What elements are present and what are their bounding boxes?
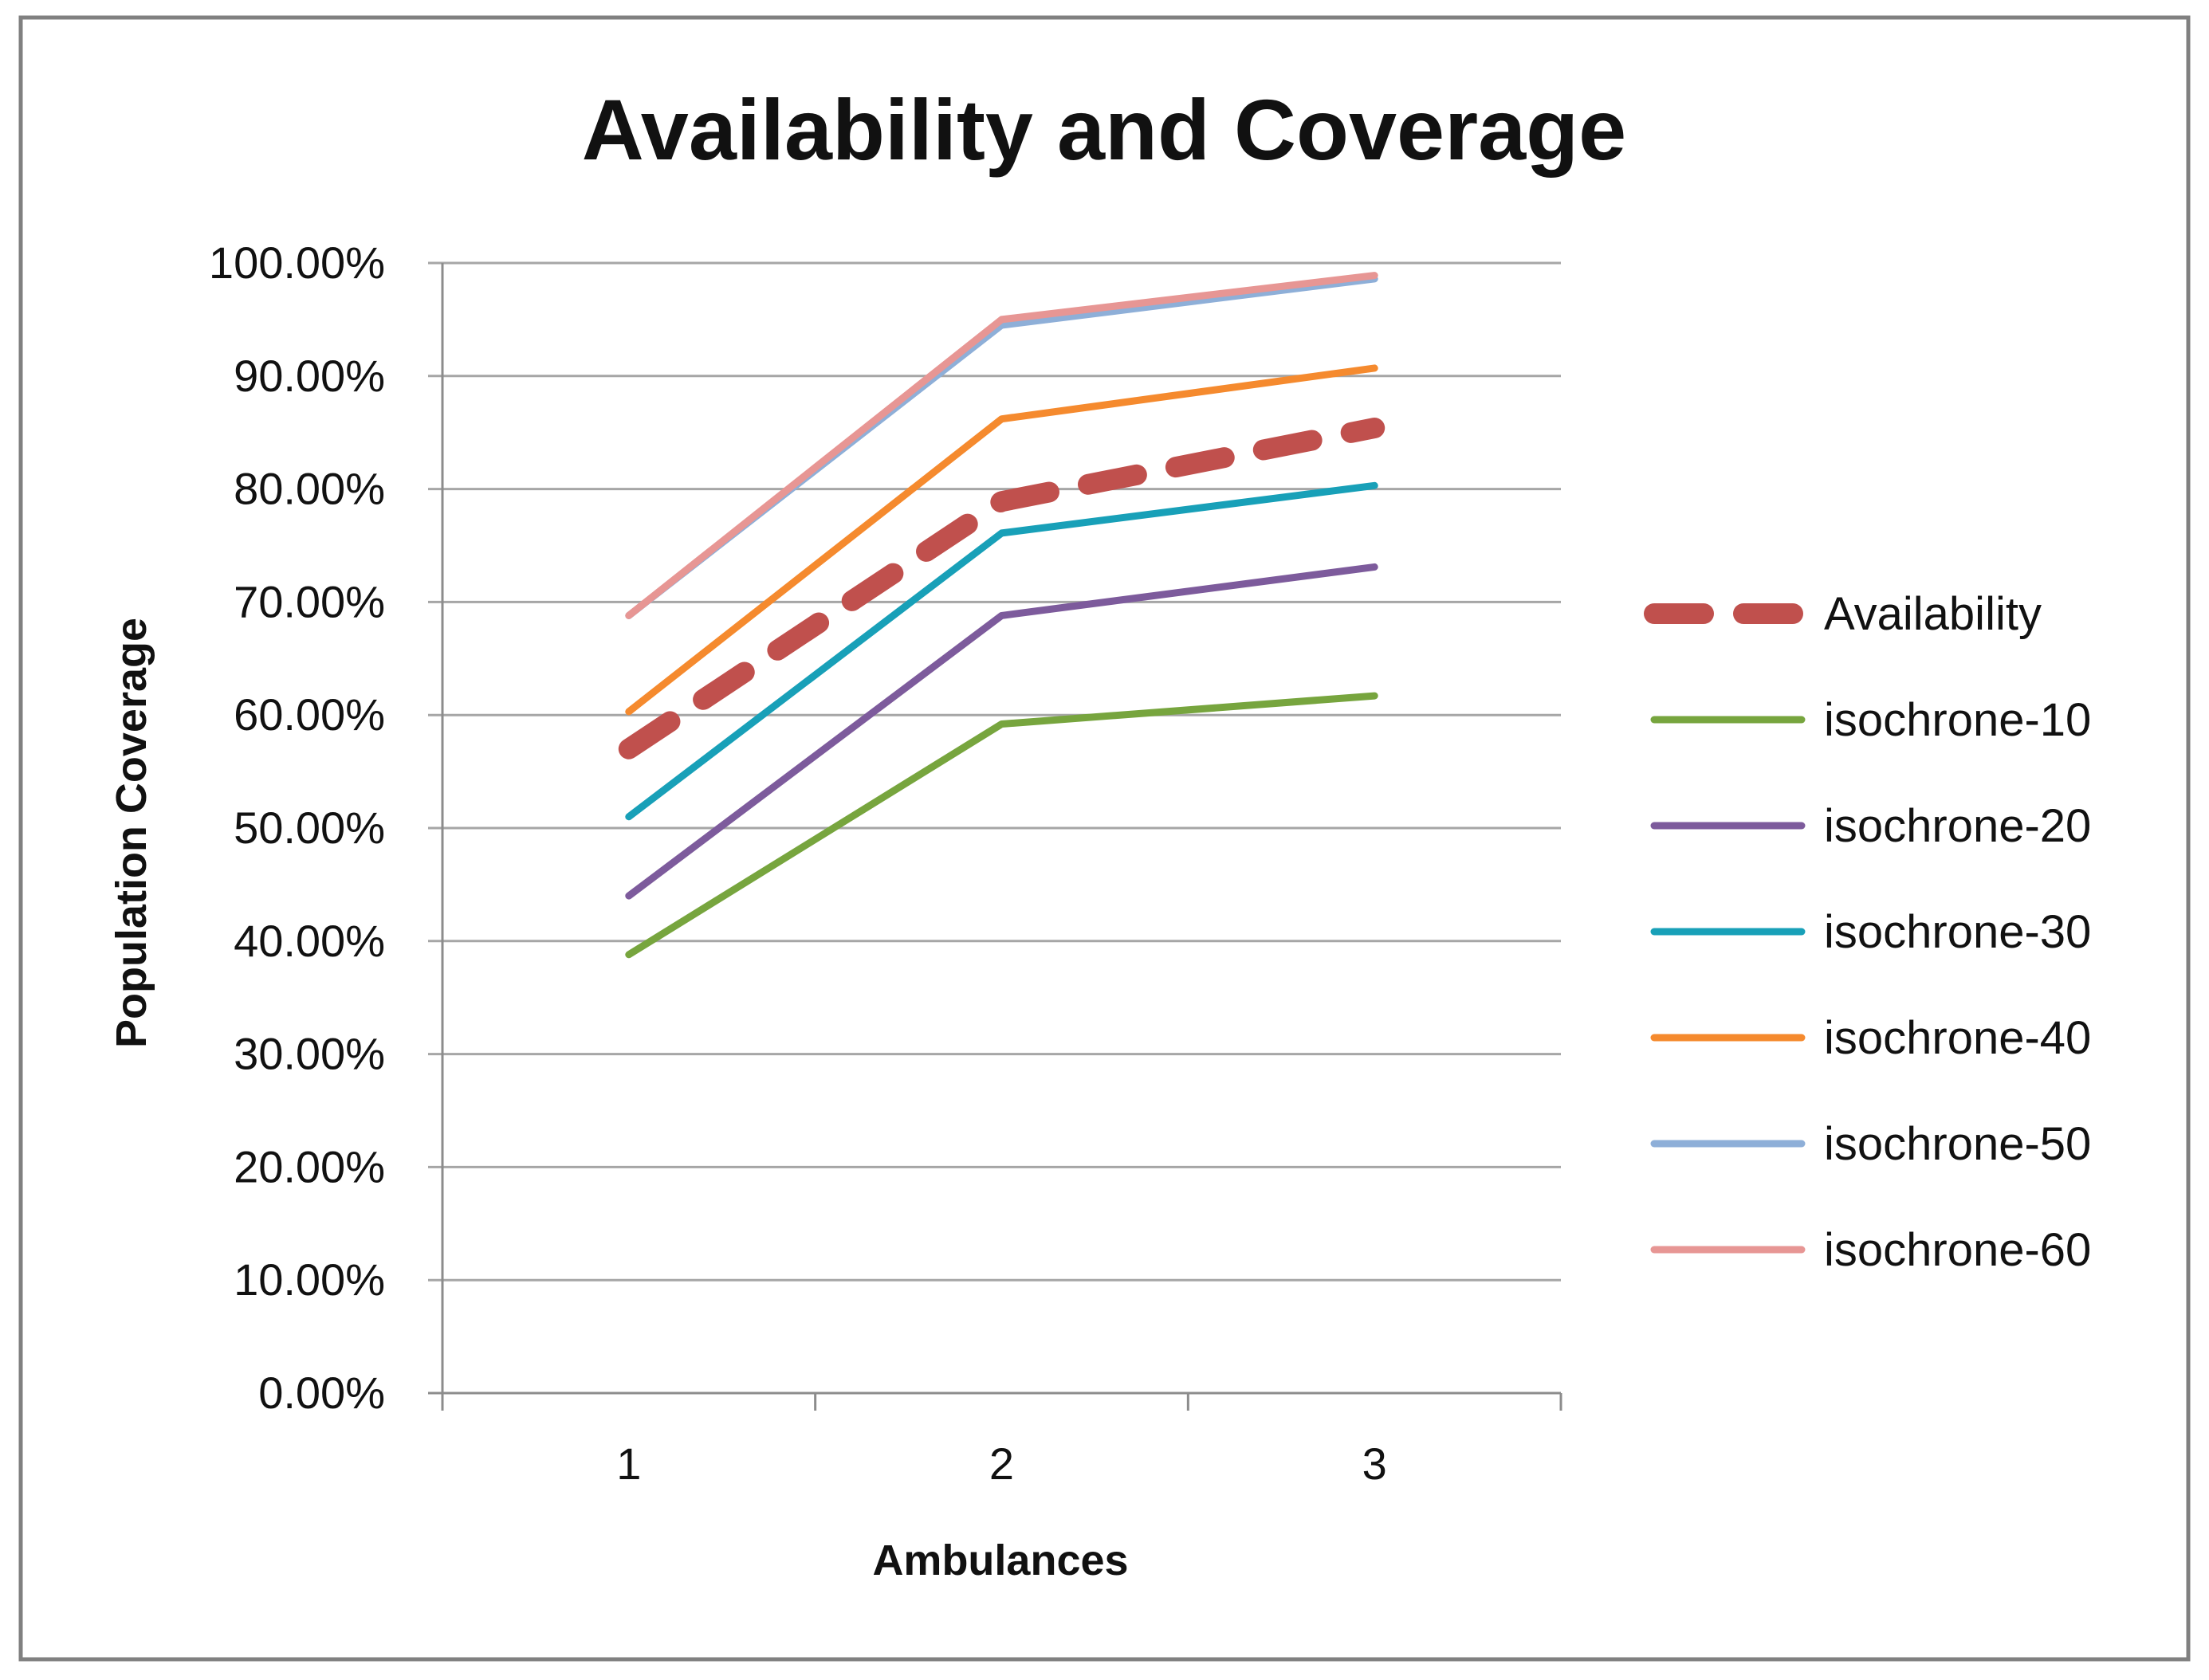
y-tick-label: 50.00% <box>234 803 385 853</box>
x-tick-label: 1 <box>616 1439 641 1489</box>
y-tick-label: 20.00% <box>234 1141 385 1191</box>
legend-label: isochrone-60 <box>1824 1224 2091 1276</box>
x-axis: 1 2 3 <box>441 1393 1562 1489</box>
y-tick-label: 0.00% <box>258 1368 385 1418</box>
series-line-isochrone-40 <box>625 364 1378 716</box>
y-tick-label: 60.00% <box>234 689 385 740</box>
gridlines <box>428 261 1561 1395</box>
chart-title: Availability and Coverage <box>582 81 1626 178</box>
y-tick-label: 80.00% <box>234 464 385 514</box>
series-line-isochrone-60 <box>625 272 1378 619</box>
y-tick-label: 100.00% <box>209 237 385 288</box>
series-line-isochrone-10 <box>625 692 1378 959</box>
y-tick-label: 40.00% <box>234 916 385 966</box>
chart-frame <box>18 15 2191 1662</box>
y-tick-labels: 0.00% 10.00% 20.00% 30.00% 40.00% 50.00% 60.00… <box>209 237 385 1418</box>
legend-label: isochrone-40 <box>1824 1012 2091 1064</box>
legend-label: isochrone-10 <box>1824 694 2091 746</box>
x-axis-label: Ambulances <box>872 1537 1128 1584</box>
series-line-isochrone-30 <box>625 481 1378 821</box>
y-tick-label: 90.00% <box>234 351 385 401</box>
y-tick-label: 10.00% <box>234 1254 385 1305</box>
y-tick-label: 70.00% <box>234 576 385 626</box>
legend-label: Availability <box>1824 588 2042 640</box>
series-line-isochrone-20 <box>625 563 1378 900</box>
x-tick-label: 3 <box>1362 1439 1387 1489</box>
y-axis-label: Population Coverage <box>108 618 155 1048</box>
legend-label: isochrone-30 <box>1824 906 2091 958</box>
y-tick-label: 30.00% <box>234 1029 385 1079</box>
series-line-availability <box>618 418 1386 760</box>
x-tick-label: 2 <box>989 1439 1014 1489</box>
legend: Availability isochrone-10 isochrone-20 isoc… <box>1644 588 2091 1276</box>
legend-label: isochrone-50 <box>1824 1118 2091 1170</box>
legend-label: isochrone-20 <box>1824 800 2091 852</box>
series-lines <box>618 272 1386 959</box>
